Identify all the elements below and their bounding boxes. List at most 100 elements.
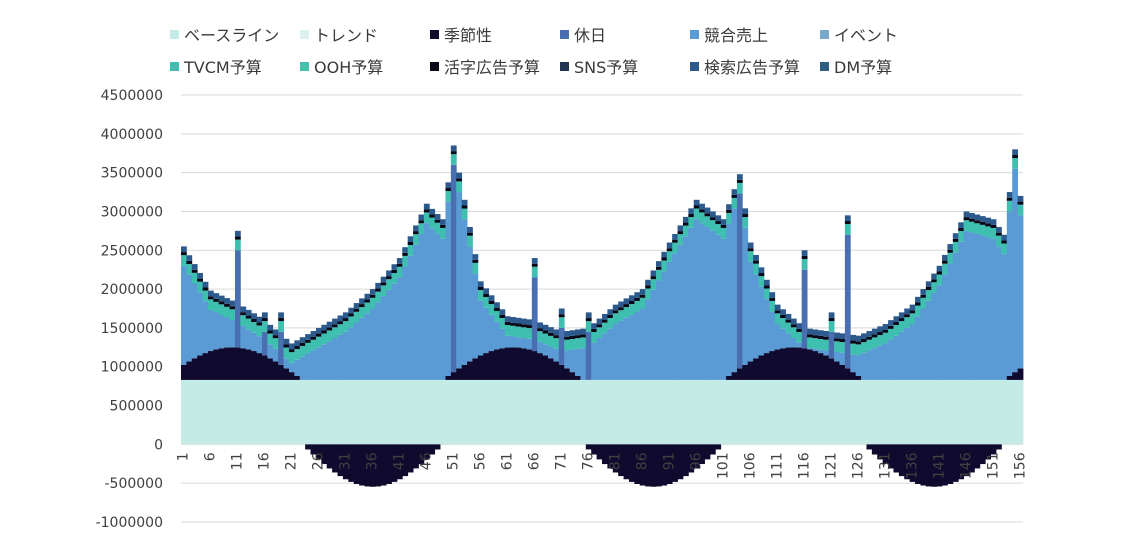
bar-competitor-sales xyxy=(299,356,306,380)
bar-search-ads xyxy=(569,330,576,336)
bar-baseline xyxy=(224,379,230,445)
bar-print-ads xyxy=(213,298,220,302)
y-tick-label: 4500000 xyxy=(101,88,163,104)
y-tick-label: 3500000 xyxy=(101,166,163,182)
bar-search-ads xyxy=(726,204,732,210)
bar-seasonality-negative xyxy=(893,444,900,473)
bar-baseline xyxy=(580,379,587,445)
bar-baseline xyxy=(461,379,468,445)
bar-tvcm xyxy=(693,208,700,220)
bar-baseline xyxy=(753,379,759,445)
bar-print-ads xyxy=(240,312,247,316)
bar-baseline xyxy=(888,379,894,445)
bar-competitor-sales xyxy=(197,292,203,356)
bar-search-ads xyxy=(332,318,338,325)
bar-print-ads xyxy=(780,314,786,319)
bar-seasonality-negative xyxy=(655,444,662,487)
bar-print-ads xyxy=(758,273,765,277)
bar-tvcm xyxy=(326,330,333,342)
bar-tvcm xyxy=(699,212,705,224)
bar-print-ads xyxy=(553,335,560,339)
bar-tvcm xyxy=(639,297,646,309)
bar-search-ads xyxy=(871,328,878,335)
bar-seasonality xyxy=(504,347,511,380)
bar-search-ads xyxy=(720,219,727,225)
bar-search-ads xyxy=(585,312,592,319)
bar-baseline xyxy=(207,379,214,445)
bar-seasonality xyxy=(234,347,241,380)
bar-baseline xyxy=(823,379,830,445)
bar-print-ads xyxy=(332,324,338,328)
bar-tvcm xyxy=(969,221,975,233)
bar-tvcm xyxy=(288,352,295,363)
bar-search-ads xyxy=(677,225,684,232)
bar-competitor-sales xyxy=(283,358,290,369)
bar-baseline xyxy=(672,379,678,445)
bar-print-ads xyxy=(396,263,403,267)
bar-print-ads xyxy=(618,307,624,311)
bar-baseline xyxy=(817,379,824,445)
bar-competitor-sales xyxy=(596,338,603,380)
bar-competitor-sales xyxy=(569,349,576,373)
bar-seasonality xyxy=(294,375,301,380)
bar-print-ads xyxy=(898,318,905,322)
bar-search-ads xyxy=(542,324,549,331)
bar-print-ads xyxy=(602,319,608,323)
bar-tvcm xyxy=(893,324,900,336)
bar-competitor-sales xyxy=(844,234,851,369)
bar-print-ads xyxy=(181,252,187,256)
bar-tvcm xyxy=(909,313,916,325)
bar-seasonality-negative xyxy=(418,444,425,465)
bar-seasonality-negative xyxy=(704,444,711,460)
bar-baseline xyxy=(596,379,603,445)
bar-competitor-sales xyxy=(531,277,538,352)
bar-baseline xyxy=(288,379,295,445)
bar-print-ads xyxy=(731,194,738,198)
bar-print-ads xyxy=(418,220,425,224)
bar-tvcm xyxy=(504,324,511,336)
bar-competitor-sales xyxy=(391,283,398,380)
bar-competitor-sales xyxy=(240,325,247,349)
bar-competitor-sales xyxy=(234,250,241,348)
bar-seasonality xyxy=(521,348,527,380)
bar-competitor-sales xyxy=(553,348,560,362)
bar-baseline xyxy=(585,379,592,445)
bar-competitor-sales xyxy=(693,219,700,380)
bar-search-ads xyxy=(591,323,598,329)
x-tick-label: 61 xyxy=(500,452,516,470)
bar-seasonality xyxy=(526,349,533,380)
bar-competitor-sales xyxy=(623,317,630,380)
bar-tvcm xyxy=(747,251,754,262)
bar-search-ads xyxy=(526,319,533,326)
bar-seasonality-negative xyxy=(434,444,441,450)
bar-print-ads xyxy=(337,321,344,325)
bar-competitor-sales xyxy=(769,311,776,352)
bar-search-ads xyxy=(639,289,646,295)
bar-tvcm xyxy=(720,227,727,239)
bar-print-ads xyxy=(353,308,360,312)
bar-seasonality xyxy=(807,349,813,380)
bar-search-ads xyxy=(224,298,230,304)
bar-seasonality xyxy=(456,368,463,380)
bar-print-ads xyxy=(817,335,824,339)
bar-search-ads xyxy=(218,295,225,302)
bar-tvcm xyxy=(774,313,781,325)
bar-seasonality-negative xyxy=(909,444,916,482)
bar-seasonality-negative xyxy=(423,444,430,460)
bar-search-ads xyxy=(753,254,759,261)
bar-seasonality xyxy=(181,364,187,380)
bar-print-ads xyxy=(326,327,333,331)
bar-baseline xyxy=(801,379,808,445)
bar-search-ads xyxy=(979,216,986,222)
bar-baseline xyxy=(569,379,576,445)
bar-print-ads xyxy=(823,336,830,340)
bar-print-ads xyxy=(531,263,538,267)
bar-competitor-sales xyxy=(785,333,792,348)
bar-competitor-sales xyxy=(677,244,684,380)
bar-search-ads xyxy=(504,316,511,322)
bar-seasonality xyxy=(542,355,549,380)
bar-competitor-sales xyxy=(639,308,646,380)
legend-label: イベント xyxy=(834,26,899,45)
bar-seasonality-negative xyxy=(332,444,338,473)
bar-tvcm xyxy=(348,316,355,328)
